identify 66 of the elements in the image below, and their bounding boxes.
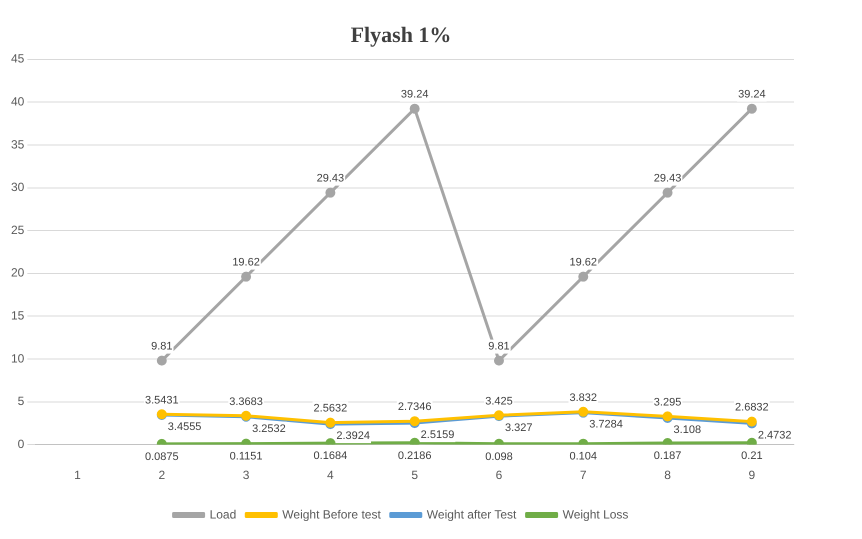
data-label: 0.0875 xyxy=(144,450,179,463)
y-tick-label: 25 xyxy=(10,222,25,237)
y-tick-label: 0 xyxy=(18,436,25,451)
y-tick-label: 10 xyxy=(10,351,25,366)
data-label: 29.43 xyxy=(654,172,682,185)
y-tick-label: 15 xyxy=(10,308,25,323)
data-label: 3.295 xyxy=(654,396,682,408)
x-tick-label: 7 xyxy=(580,468,587,482)
y-tick-label: 45 xyxy=(10,52,25,66)
x-tick-label: 3 xyxy=(242,468,250,482)
point xyxy=(662,188,673,198)
x-tick-label: 8 xyxy=(664,468,672,482)
data-label: 0.1684 xyxy=(314,450,348,462)
data-label: 3.5431 xyxy=(144,394,179,406)
chart-title: Flyash 1% xyxy=(350,22,452,47)
x-tick-label: 4 xyxy=(327,468,334,482)
data-label: 2.7346 xyxy=(398,401,432,414)
data-label: 0.187 xyxy=(654,450,682,462)
legend-label: Weight Before test xyxy=(282,507,382,522)
x-tick-label: 2 xyxy=(158,468,166,482)
point xyxy=(410,438,420,445)
point xyxy=(156,356,167,366)
data-label: 3.4555 xyxy=(168,421,202,434)
data-label: 0.1151 xyxy=(230,450,262,463)
x-tick-label: 6 xyxy=(496,468,503,482)
x-tick-label: 1 xyxy=(74,468,82,482)
data-label: 3.108 xyxy=(674,424,702,436)
point xyxy=(746,438,757,445)
data-label: 0.2186 xyxy=(398,450,432,462)
data-label: 3.832 xyxy=(570,392,598,404)
data-label: 2.5632 xyxy=(314,402,348,415)
data-label: 3.425 xyxy=(485,395,513,408)
data-label: 9.81 xyxy=(488,340,510,353)
y-tick-label: 20 xyxy=(10,266,25,280)
point xyxy=(746,104,757,114)
data-label: 3.7284 xyxy=(589,418,623,431)
legend-label: Load xyxy=(210,507,236,522)
data-label: 3.2532 xyxy=(252,422,286,435)
data-label: 0.104 xyxy=(570,450,598,463)
data-label: 2.5159 xyxy=(420,429,454,442)
data-label: 19.62 xyxy=(232,256,260,269)
data-label: 29.43 xyxy=(316,172,344,185)
y-tick-label: 35 xyxy=(10,137,25,152)
point xyxy=(494,356,504,366)
y-tick-label: 40 xyxy=(10,94,25,109)
point xyxy=(325,188,336,198)
y-tick-label: 5 xyxy=(18,394,25,408)
data-label: 3.327 xyxy=(504,422,532,434)
data-label: 2.6832 xyxy=(735,402,769,414)
point xyxy=(578,272,588,282)
point xyxy=(241,272,252,282)
x-tick-label: 5 xyxy=(411,468,418,482)
data-label: 19.62 xyxy=(570,256,598,269)
data-label: 0.21 xyxy=(741,450,763,462)
data-label: 39.24 xyxy=(738,88,766,101)
data-label: 39.24 xyxy=(400,88,428,101)
data-label: 9.81 xyxy=(151,340,172,353)
data-label: 2.3924 xyxy=(336,430,370,442)
x-tick-label: 9 xyxy=(748,468,756,482)
y-tick-label: 30 xyxy=(10,180,25,194)
legend-label: Weight Loss xyxy=(562,507,628,522)
data-label: 2.4732 xyxy=(758,429,792,442)
data-label: 0.098 xyxy=(485,450,513,463)
point xyxy=(410,104,420,114)
data-label: 3.3683 xyxy=(229,396,263,408)
legend-label: Weight after Test xyxy=(426,507,518,522)
